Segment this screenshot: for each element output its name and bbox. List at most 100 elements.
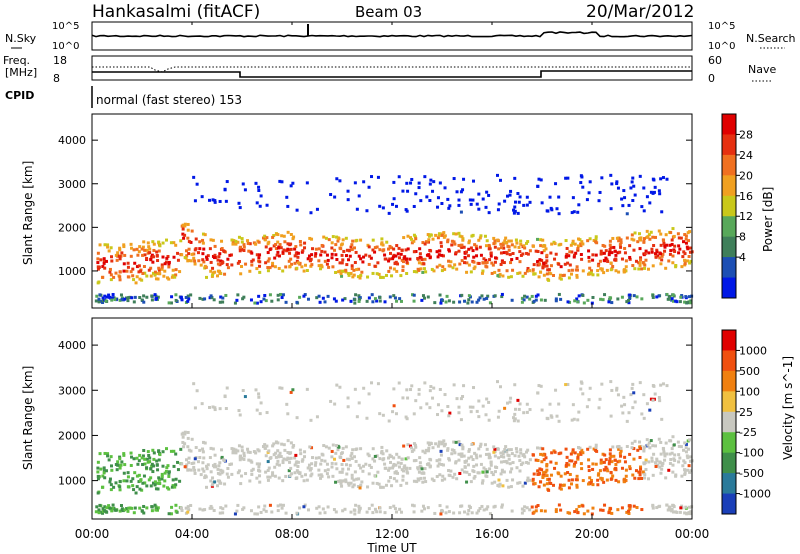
scatter-cell xyxy=(337,479,341,483)
scatter-cell xyxy=(323,259,327,263)
scatter-cell xyxy=(96,460,100,464)
scatter-cell xyxy=(108,477,112,481)
scatter-cell xyxy=(665,452,669,456)
scatter-cell xyxy=(306,466,310,470)
scatter-cell xyxy=(378,204,382,208)
scatter-cell xyxy=(671,510,675,514)
scatter-cell xyxy=(230,238,234,242)
scatter-cell xyxy=(354,459,358,463)
scatter-cell xyxy=(665,384,669,388)
scatter-cell xyxy=(557,402,561,406)
scatter-cell xyxy=(255,301,259,305)
scatter-cell xyxy=(130,455,134,459)
scatter-cell xyxy=(465,470,469,474)
scatter-cell xyxy=(401,189,405,193)
scatter-cell xyxy=(202,260,206,264)
scatter-cell xyxy=(485,447,489,451)
scatter-cell xyxy=(180,298,184,302)
scatter-cell xyxy=(164,469,168,473)
scatter-cell xyxy=(371,271,375,275)
scatter-cell xyxy=(387,259,391,263)
scatter-cell xyxy=(539,178,543,182)
freq-unit: [MHz] xyxy=(5,66,37,79)
scatter-cell xyxy=(628,297,632,301)
scatter-cell xyxy=(672,443,676,447)
scatter-cell xyxy=(612,454,616,458)
scatter-cell xyxy=(327,238,331,242)
scatter-cell xyxy=(218,407,222,411)
scatter-cell xyxy=(151,271,155,275)
scatter-cell xyxy=(539,452,543,456)
scatter-cell xyxy=(193,259,197,263)
scatter-cell xyxy=(457,452,461,456)
scatter-cell xyxy=(205,464,209,468)
scatter-cell xyxy=(488,467,492,471)
scatter-cell xyxy=(526,476,530,480)
scatter-cell xyxy=(395,510,399,514)
scatter-cell xyxy=(213,453,217,457)
scatter-cell xyxy=(114,463,118,467)
scatter-cell xyxy=(402,260,406,264)
scatter-cell xyxy=(623,268,627,272)
scatter-cell xyxy=(152,242,156,246)
scatter-cell xyxy=(481,470,485,474)
scatter-cell xyxy=(108,480,112,484)
scatter-cell xyxy=(655,459,659,463)
scatter-cell xyxy=(461,188,465,192)
scatter-cell xyxy=(657,189,661,193)
scatter-cell xyxy=(478,507,482,511)
scatter-cell xyxy=(540,258,544,262)
scatter-cell xyxy=(341,509,345,513)
scatter-cell xyxy=(129,270,133,274)
scatter-cell xyxy=(208,456,212,460)
scatter-cell xyxy=(190,252,194,256)
scatter-cell xyxy=(387,468,391,472)
scatter-cell xyxy=(642,237,646,241)
scatter-cell xyxy=(645,402,649,406)
scatter-cell xyxy=(389,455,393,459)
scatter-cell xyxy=(226,475,230,479)
scatter-cell xyxy=(401,396,405,400)
scatter-cell xyxy=(344,270,348,274)
scatter-cell xyxy=(304,473,308,477)
scatter-cell xyxy=(644,458,648,462)
scatter-cell xyxy=(554,182,558,186)
scatter-cell xyxy=(439,512,443,516)
scatter-cell xyxy=(145,506,149,510)
scatter-cell xyxy=(284,265,288,269)
scatter-cell xyxy=(371,238,375,242)
scatter-cell xyxy=(472,260,476,264)
scatter-cell xyxy=(680,265,684,269)
scatter-cell xyxy=(616,186,620,190)
scatter-cell xyxy=(355,268,359,272)
scatter-cell xyxy=(381,452,385,456)
scatter-cell xyxy=(132,248,136,252)
scatter-cell xyxy=(353,512,357,516)
scatter-cell xyxy=(380,237,384,241)
scatter-cell xyxy=(307,254,311,258)
scatter-cell xyxy=(445,294,449,298)
scatter-cell xyxy=(680,474,684,478)
scatter-cell xyxy=(477,298,481,302)
scatter-cell xyxy=(290,262,294,266)
scatter-cell xyxy=(194,446,198,450)
scatter-cell xyxy=(414,458,418,462)
scatter-cell xyxy=(286,204,290,208)
scatter-cell xyxy=(523,294,527,298)
scatter-cell xyxy=(351,485,355,489)
scatter-cell xyxy=(640,267,644,271)
scatter-cell xyxy=(198,240,202,244)
scatter-cell xyxy=(282,248,286,252)
scatter-cell xyxy=(472,255,476,259)
scatter-cell xyxy=(239,272,243,276)
scatter-cell xyxy=(364,462,368,466)
scatter-cell xyxy=(419,199,423,203)
scatter-cell xyxy=(587,458,591,462)
scatter-cell xyxy=(370,503,374,507)
scatter-cell xyxy=(508,462,512,466)
scatter-cell xyxy=(116,251,120,255)
scatter-cell xyxy=(580,381,584,385)
scatter-cell xyxy=(378,248,382,252)
scatter-cell xyxy=(286,456,290,460)
scatter-cell xyxy=(639,467,643,471)
